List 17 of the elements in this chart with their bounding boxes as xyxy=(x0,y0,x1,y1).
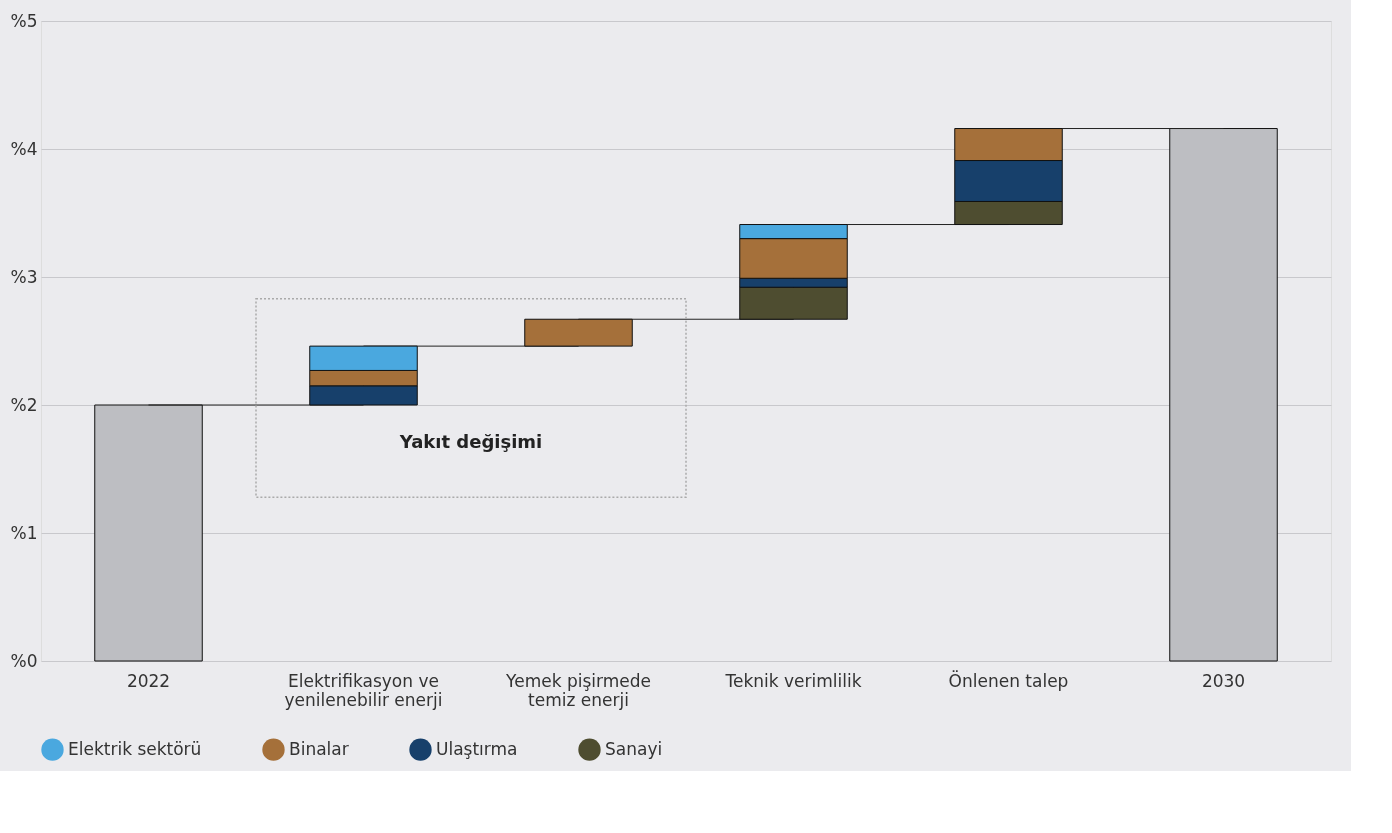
x-tick-label: Yemek pişirmede temiz enerji xyxy=(505,670,651,710)
y-tick-label: %5 xyxy=(10,10,38,31)
y-tick-label: %1 xyxy=(10,522,38,543)
annotation: Yakıt değişimi xyxy=(398,431,543,453)
y-tick-label: %4 xyxy=(10,138,38,159)
legend-label: Binalar xyxy=(289,738,349,759)
legend-label: Ulaştırma xyxy=(436,738,518,759)
x-tick-label: Elektrifikasyon ve yenilenebilir enerji xyxy=(284,670,443,710)
x-tick-label: 2022 xyxy=(126,670,171,691)
x-tick-label: 2030 xyxy=(1201,670,1246,691)
x-tick-label: Önlenen talep xyxy=(948,669,1069,691)
legend-label: Elektrik sektörü xyxy=(68,738,202,759)
y-tick-label: %2 xyxy=(10,394,38,415)
x-tick-label: Teknik verimlilik xyxy=(724,670,862,691)
y-tick-label: %3 xyxy=(10,266,38,287)
y-tick-label: %0 xyxy=(10,650,38,671)
legend-label: Sanayi xyxy=(605,738,663,759)
